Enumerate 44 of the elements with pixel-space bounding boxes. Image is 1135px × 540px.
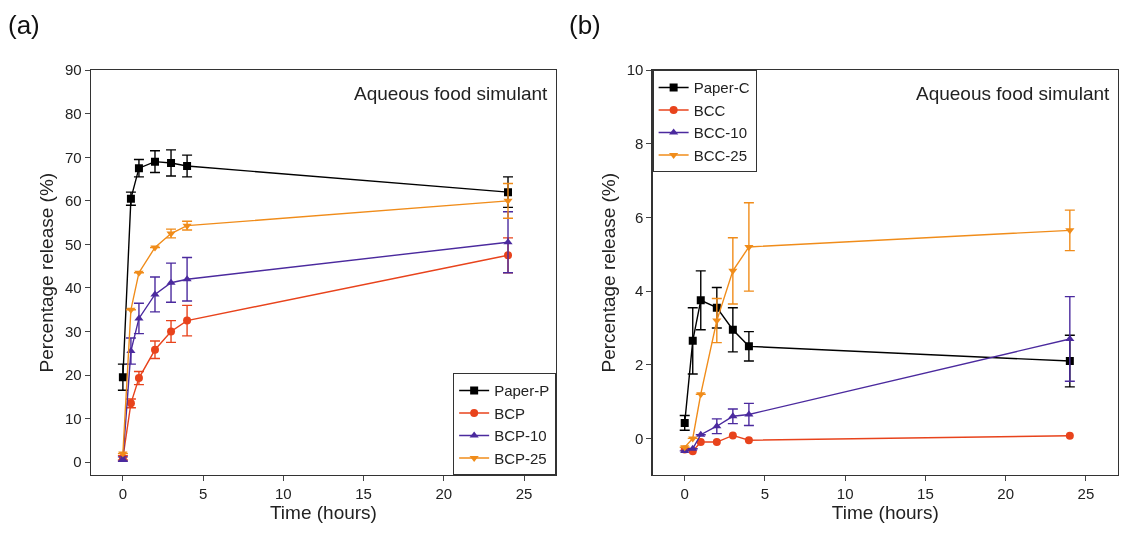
x-axis-title: Time (hours) — [269, 502, 377, 524]
legend-label: BCP-10 — [494, 427, 547, 445]
legend-label: BCC-25 — [693, 146, 747, 164]
x-tick-label: 0 — [680, 485, 689, 503]
x-tick-label: 15 — [355, 485, 372, 503]
y-tick-label: 50 — [64, 235, 82, 253]
legend-label: BCP — [494, 404, 525, 422]
x-tick-label: 25 — [1077, 485, 1095, 503]
annotation: Aqueous food simulant — [354, 83, 549, 104]
y-tick-label: 0 — [635, 429, 644, 447]
x-tick-label: 20 — [997, 485, 1014, 503]
legend-label: BCC — [693, 101, 726, 119]
y-tick-label: 90 — [64, 61, 82, 79]
y-tick-label: 20 — [64, 366, 82, 384]
x-tick-label: 15 — [917, 485, 934, 503]
y-tick-label: 6 — [635, 208, 644, 226]
y-tick-label: 0 — [73, 453, 82, 471]
y-tick-label: 10 — [64, 409, 82, 427]
legend-label: Paper-P — [494, 382, 550, 400]
x-tick-label: 10 — [836, 485, 854, 503]
y-tick-label: 40 — [64, 279, 82, 297]
y-tick-label: 2 — [635, 356, 644, 373]
x-tick-label: 5 — [760, 485, 770, 503]
y-axis-title: Percentage release (%) — [597, 172, 619, 373]
x-tick-label: 10 — [275, 485, 292, 503]
legend-label: BCC-10 — [693, 124, 747, 142]
x-tick-label: 25 — [515, 485, 533, 503]
y-tick-label: 10 — [626, 61, 644, 79]
y-tick-label: 70 — [64, 148, 82, 166]
text: (b) — [569, 10, 601, 40]
x-tick-label: 5 — [198, 485, 208, 503]
y-tick-label: 80 — [64, 105, 82, 122]
y-tick-label: 60 — [64, 192, 82, 210]
y-axis-title: Percentage release (%) — [35, 172, 57, 373]
annotation: Aqueous food simulant — [916, 83, 1111, 104]
legend-label: Paper-C — [693, 79, 750, 97]
y-tick-label: 8 — [635, 135, 644, 153]
x-tick-label: 0 — [118, 485, 128, 503]
x-axis-title: Time (hours) — [831, 502, 939, 524]
y-tick-label: 4 — [635, 282, 644, 300]
y-tick-label: 30 — [64, 322, 82, 340]
x-tick-label: 20 — [435, 485, 453, 503]
text: (a) — [8, 10, 40, 40]
legend-label: BCP-25 — [494, 449, 547, 467]
